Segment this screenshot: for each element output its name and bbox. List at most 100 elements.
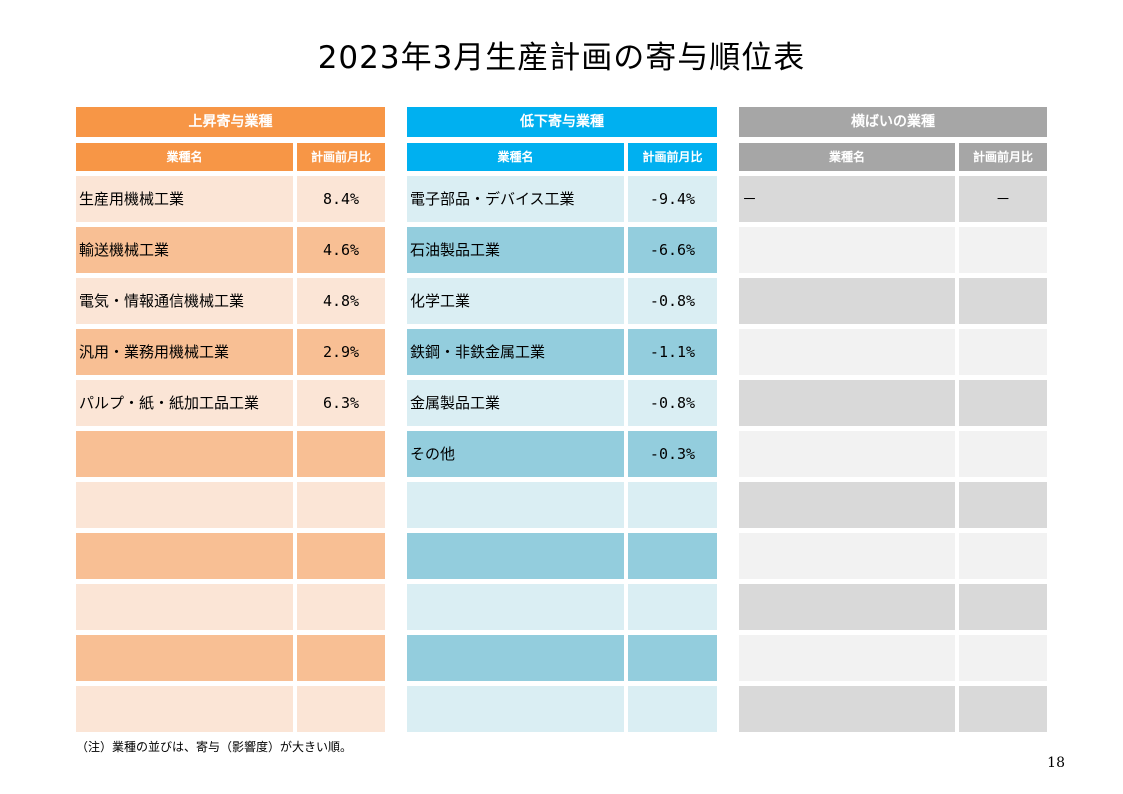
panel-header: 上昇寄与業種	[76, 107, 385, 137]
industry-name-cell: 石油製品工業	[407, 227, 624, 273]
industry-name-cell: 汎用・業務用機械工業	[76, 329, 293, 375]
mom-value-cell	[628, 533, 717, 579]
table-row: 石油製品工業 -6.6%	[407, 227, 717, 273]
industry-name-cell: －	[739, 176, 955, 222]
industry-name-cell	[739, 686, 955, 732]
industry-name-cell	[76, 584, 293, 630]
table-row	[76, 533, 385, 579]
mom-value-cell	[959, 227, 1047, 273]
industry-name-cell	[407, 482, 624, 528]
mom-value-cell: -0.3%	[628, 431, 717, 477]
column-header-industry: 業種名	[407, 143, 624, 171]
column-header-mom: 計画前月比	[959, 143, 1047, 171]
mom-value-cell	[959, 482, 1047, 528]
table-row	[739, 380, 1047, 426]
industry-name-cell	[407, 686, 624, 732]
table-row	[739, 329, 1047, 375]
column-header-row: 業種名 計画前月比	[407, 143, 717, 171]
footnote: （注）業種の並びは、寄与（影響度）が大きい順。	[76, 740, 353, 754]
table-row: 電気・情報通信機械工業 4.8%	[76, 278, 385, 324]
industry-name-cell	[76, 686, 293, 732]
column-header-mom: 計画前月比	[297, 143, 385, 171]
industry-name-cell	[407, 584, 624, 630]
industry-name-cell	[407, 533, 624, 579]
industry-name-cell: 化学工業	[407, 278, 624, 324]
mom-value-cell: －	[959, 176, 1047, 222]
table-row	[739, 686, 1047, 732]
column-header-row: 業種名 計画前月比	[739, 143, 1047, 171]
industry-name-cell: 金属製品工業	[407, 380, 624, 426]
table-row	[407, 686, 717, 732]
panel-header: 低下寄与業種	[407, 107, 717, 137]
industry-name-cell: 鉄鋼・非鉄金属工業	[407, 329, 624, 375]
column-header-row: 業種名 計画前月比	[76, 143, 385, 171]
table-row: 電子部品・デバイス工業 -9.4%	[407, 176, 717, 222]
mom-value-cell: 4.6%	[297, 227, 385, 273]
table-row	[407, 635, 717, 681]
table-row	[739, 227, 1047, 273]
mom-value-cell	[628, 584, 717, 630]
mom-value-cell: -1.1%	[628, 329, 717, 375]
table-row	[739, 584, 1047, 630]
industry-name-cell	[76, 533, 293, 579]
table-row	[76, 482, 385, 528]
mom-value-cell	[297, 686, 385, 732]
mom-value-cell	[297, 635, 385, 681]
mom-value-cell: 4.8%	[297, 278, 385, 324]
mom-value-cell	[959, 380, 1047, 426]
table-row	[739, 431, 1047, 477]
industry-name-cell	[739, 380, 955, 426]
industry-name-cell: その他	[407, 431, 624, 477]
mom-value-cell	[959, 635, 1047, 681]
industry-name-cell	[739, 227, 955, 273]
table-row: 金属製品工業 -0.8%	[407, 380, 717, 426]
mom-value-cell: 8.4%	[297, 176, 385, 222]
page-number: 18	[1047, 755, 1065, 771]
mom-value-cell	[959, 584, 1047, 630]
industry-name-cell	[76, 431, 293, 477]
industry-name-cell	[739, 329, 955, 375]
industry-name-cell: 輸送機械工業	[76, 227, 293, 273]
mom-value-cell	[628, 686, 717, 732]
column-header-industry: 業種名	[739, 143, 955, 171]
mom-value-cell: 6.3%	[297, 380, 385, 426]
mom-value-cell: -9.4%	[628, 176, 717, 222]
table-row: 化学工業 -0.8%	[407, 278, 717, 324]
table-row: パルプ・紙・紙加工品工業 6.3%	[76, 380, 385, 426]
mom-value-cell	[959, 686, 1047, 732]
mom-value-cell	[959, 431, 1047, 477]
table-row: その他 -0.3%	[407, 431, 717, 477]
mom-value-cell	[297, 431, 385, 477]
mom-value-cell: -0.8%	[628, 380, 717, 426]
table-row	[76, 635, 385, 681]
industry-name-cell: 電子部品・デバイス工業	[407, 176, 624, 222]
mom-value-cell	[297, 533, 385, 579]
industry-name-cell: 電気・情報通信機械工業	[76, 278, 293, 324]
column-header-mom: 計画前月比	[628, 143, 717, 171]
rising-contribution-panel: 上昇寄与業種 業種名 計画前月比 生産用機械工業 8.4% 輸送機械工業 4.6% 電気…	[76, 107, 385, 732]
industry-name-cell: パルプ・紙・紙加工品工業	[76, 380, 293, 426]
industry-name-cell	[76, 482, 293, 528]
mom-value-cell: -6.6%	[628, 227, 717, 273]
industry-name-cell	[739, 533, 955, 579]
mom-value-cell	[959, 533, 1047, 579]
table-row: 汎用・業務用機械工業 2.9%	[76, 329, 385, 375]
table-row	[739, 635, 1047, 681]
mom-value-cell	[959, 329, 1047, 375]
industry-name-cell	[739, 278, 955, 324]
table-row	[739, 278, 1047, 324]
industry-name-cell	[407, 635, 624, 681]
page-title: 2023年3月生産計画の寄与順位表	[317, 40, 806, 76]
table-row	[407, 482, 717, 528]
industry-name-cell	[739, 635, 955, 681]
mom-value-cell	[959, 278, 1047, 324]
table-row: －－	[739, 176, 1047, 222]
industry-name-cell: 生産用機械工業	[76, 176, 293, 222]
table-row: 輸送機械工業 4.6%	[76, 227, 385, 273]
industry-name-cell	[739, 482, 955, 528]
column-header-industry: 業種名	[76, 143, 293, 171]
mom-value-cell: 2.9%	[297, 329, 385, 375]
mom-value-cell	[297, 584, 385, 630]
industry-name-cell	[739, 431, 955, 477]
table-row	[407, 584, 717, 630]
